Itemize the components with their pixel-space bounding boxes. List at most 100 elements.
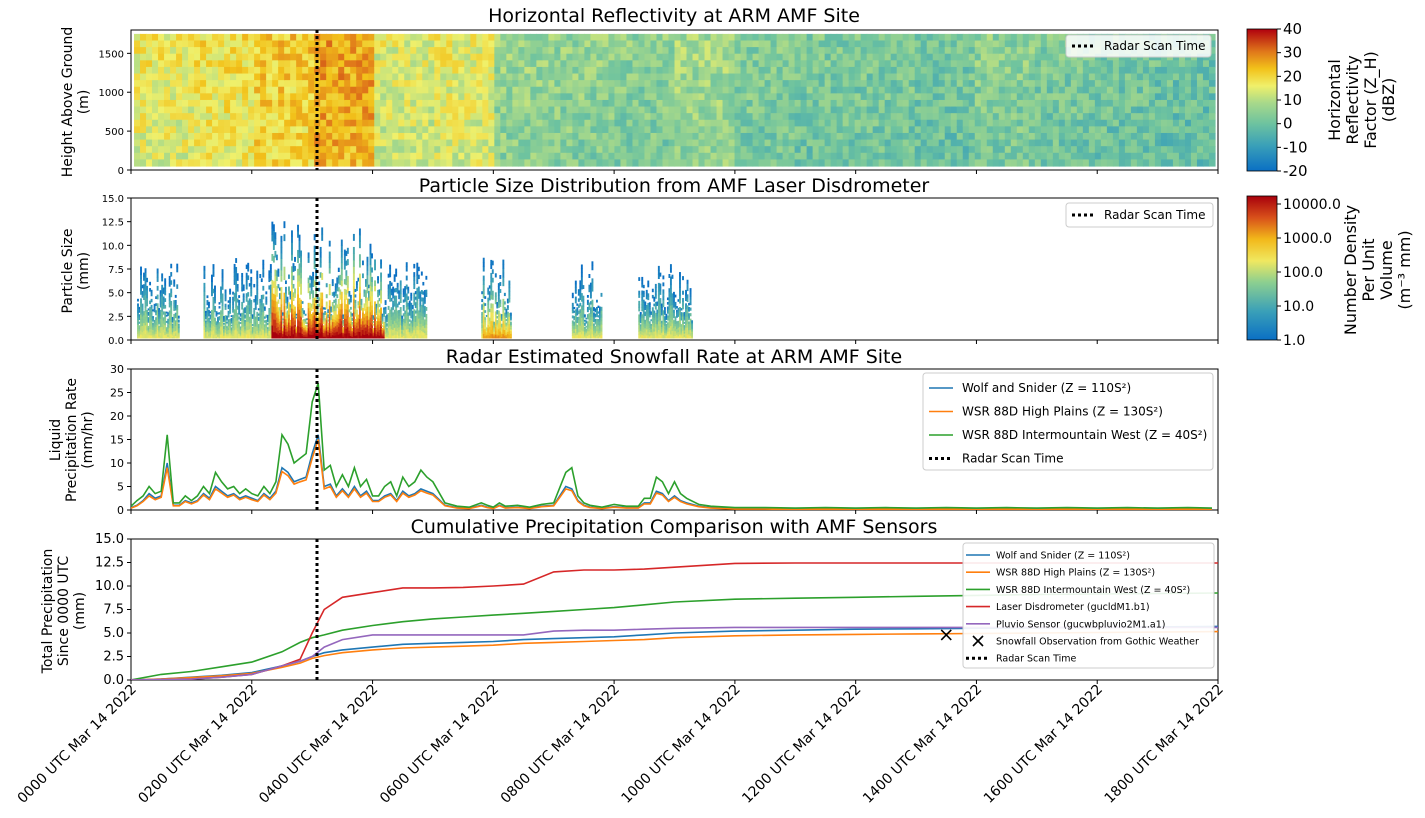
series-line [131, 630, 1218, 680]
legend-label: Snowfall Observation from Gothic Weather [996, 637, 1199, 648]
ytick-label: 15.0 [102, 194, 124, 205]
rate-title: Radar Estimated Snowfall Rate at ARM AMF… [446, 346, 902, 368]
legend-swatch [972, 635, 984, 647]
ylabel-line: (mm) [76, 252, 92, 290]
ylabel-line: (mm/hr) [80, 411, 96, 469]
legend-label: Radar Scan Time [996, 654, 1077, 665]
cumulative-panel: Cumulative Precipitation Comparison with… [15, 516, 1227, 807]
psd-heatmap [137, 221, 694, 339]
colorbar-tick-label: 10000.0 [1283, 197, 1341, 213]
colorbar-label-line: Number Density [1341, 205, 1360, 335]
legend-label: Laser Disdrometer (gucldM1.b1) [996, 602, 1150, 613]
ytick-label: 10 [110, 457, 124, 470]
legend-label: WSR 88D Intermountain West (Z = 40S²) [962, 428, 1207, 442]
ylabel-line: (m) [76, 90, 92, 115]
ytick-label: 2.5 [103, 650, 124, 665]
colorbar-label-line: Factor (Z_H) [1361, 51, 1381, 149]
reflectivity-axes-frame [130, 29, 1219, 171]
rate-lines [131, 382, 1213, 510]
rate-panel: Radar Estimated Snowfall Rate at ARM AMF… [48, 346, 1219, 517]
legend-label: Wolf and Snider (Z = 110S²) [996, 551, 1130, 562]
xtick-label: 0800 UTC Mar 14 2022 [498, 682, 623, 807]
colorbar-label-line: Reflectivity [1343, 55, 1362, 144]
xtick-label: 1400 UTC Mar 14 2022 [860, 682, 985, 807]
legend-label: WSR 88D Intermountain West (Z = 40S²) [996, 585, 1190, 596]
series-line [131, 439, 1213, 510]
series-line [131, 592, 1218, 680]
series-line [131, 382, 1213, 509]
xtick-label: 1600 UTC Mar 14 2022 [981, 682, 1106, 807]
psd-ylabel: Particle Size (mm) [60, 229, 92, 314]
psd-colorbar: 10000.0 1000.0 100.0 10.0 1.0 Number Density… [1246, 195, 1414, 349]
colorbar-tick-label: 0 [1283, 115, 1293, 133]
reflectivity-title: Horizontal Reflectivity at ARM AMF Site [488, 5, 860, 27]
ytick-label: 1000 [99, 88, 124, 99]
reflectivity-legend-label: Radar Scan Time [1104, 39, 1206, 53]
psd-title: Particle Size Distribution from AMF Lase… [419, 175, 930, 197]
cumulative-xticks [130, 680, 1219, 684]
ytick-label: 0.0 [108, 336, 124, 347]
reflectivity-colorbar-label: Horizontal Reflectivity Factor (Z_H) (dBZ) [1325, 51, 1398, 149]
ylabel-line: Precipitation Rate [64, 378, 80, 502]
xtick-label: 1000 UTC Mar 14 2022 [619, 682, 744, 807]
ytick-label: 0 [118, 166, 124, 177]
ytick-label: 0 [117, 504, 124, 517]
psd-panel: Particle Size Distribution from AMF Lase… [60, 175, 1219, 347]
ytick-label: 5.0 [108, 289, 124, 300]
ytick-label: 5.0 [103, 626, 124, 641]
colorbar-tick-label: 1.0 [1283, 333, 1305, 349]
reflectivity-xticks [130, 170, 1219, 174]
ytick-label: 10.0 [102, 241, 124, 252]
colorbar-tick-label: 10 [1283, 91, 1302, 109]
ytick-label: 1500 [99, 49, 124, 60]
cumulative-yticks: 0.0 2.5 5.0 7.5 10.0 12.5 15.0 [95, 532, 131, 688]
colorbar-label-line: (dBZ) [1379, 78, 1398, 123]
colorbar-tick-label: 10.0 [1283, 299, 1314, 315]
ytick-label: 15.0 [95, 532, 124, 547]
ylabel-line: Since 0000 UTC [56, 556, 72, 666]
reflectivity-legend: Radar Scan Time [1065, 34, 1212, 58]
ylabel-line: Liquid [48, 419, 64, 461]
xtick-label: 0000 UTC Mar 14 2022 [15, 682, 140, 807]
ylabel-line: (mm) [72, 592, 88, 630]
psd-colorbar-ticks: 10000.0 1000.0 100.0 10.0 1.0 [1277, 197, 1341, 349]
ytick-label: 2.5 [108, 312, 124, 323]
legend-label: WSR 88D High Plains (Z = 130S²) [996, 568, 1155, 579]
colorbar-tick-label: 40 [1283, 20, 1302, 38]
snowfall-observation-marker [940, 629, 952, 641]
colorbar-tick-label: 20 [1283, 67, 1302, 85]
xtick-label: 1200 UTC Mar 14 2022 [739, 682, 864, 807]
legend-label: WSR 88D High Plains (Z = 130S²) [962, 405, 1163, 419]
psd-yticks: 0.0 2.5 5.0 7.5 10.0 12.5 15.0 [102, 194, 131, 347]
psd-legend-label: Radar Scan Time [1104, 208, 1206, 222]
ytick-label: 20 [110, 410, 124, 423]
colorbar-tick-label: 1000.0 [1283, 231, 1332, 247]
colorbar-tick-label: -20 [1283, 162, 1308, 180]
ytick-label: 12.5 [95, 556, 124, 571]
ytick-label: 5 [117, 481, 124, 494]
colorbar-label-line: Horizontal [1325, 59, 1344, 141]
legend-label: Radar Scan Time [962, 452, 1064, 466]
ytick-label: 15 [110, 434, 124, 447]
colorbar-tick-label: 100.0 [1283, 265, 1323, 281]
colorbar-label-line: (m⁻³ mm) [1395, 230, 1414, 309]
legend-label: Wolf and Snider (Z = 110S²) [962, 381, 1131, 395]
cumulative-legend: Wolf and Snider (Z = 110S²) WSR 88D High … [962, 542, 1215, 669]
reflectivity-ylabel: Height Above Ground (m) [60, 27, 92, 178]
colorbar-label-line: Volume [1377, 240, 1396, 300]
colorbar-tick-label: 30 [1283, 44, 1302, 62]
xtick-label: 0200 UTC Mar 14 2022 [135, 682, 260, 807]
colorbar-label-line: Per Unit [1359, 238, 1378, 301]
ytick-label: 7.5 [103, 603, 124, 618]
cumulative-title: Cumulative Precipitation Comparison with… [411, 516, 938, 538]
reflectivity-colorbar-ticks: 40 30 20 10 0 -10 -20 [1277, 20, 1308, 180]
reflectivity-heatmap [134, 33, 1216, 167]
ylabel-line: Particle Size [60, 229, 76, 314]
psd-legend: Radar Scan Time [1065, 202, 1214, 228]
ytick-label: 0.0 [103, 673, 124, 688]
rate-ylabel: Liquid Precipitation Rate (mm/hr) [48, 378, 96, 502]
psd-colorbar-label: Number Density Per Unit Volume (m⁻³ mm) [1341, 205, 1414, 335]
reflectivity-panel: Horizontal Reflectivity at ARM AMF Site … [60, 5, 1219, 178]
ytick-label: 30 [110, 363, 124, 376]
